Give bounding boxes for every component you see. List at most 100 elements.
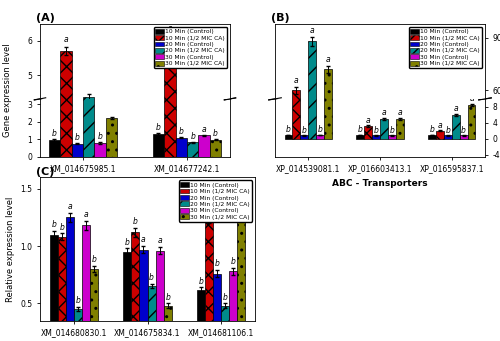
Text: (C): (C) <box>36 166 54 177</box>
Bar <box>221 306 229 341</box>
Bar <box>324 69 332 195</box>
Text: a: a <box>68 202 72 211</box>
Legend: 10 Min (Control), 10 Min (1/2 MIC CA), 20 Min (Control), 20 Min (1/2 MIC CA), 30: 10 Min (Control), 10 Min (1/2 MIC CA), 2… <box>154 27 227 68</box>
Bar <box>152 201 164 246</box>
Bar <box>436 131 444 139</box>
Bar <box>72 220 83 246</box>
Bar <box>198 204 210 246</box>
Legend: 10 Min (Control), 10 Min (1/2 MIC CA), 20 Min (Control), 20 Min (1/2 MIC CA), 30: 10 Min (Control), 10 Min (1/2 MIC CA), 2… <box>178 180 252 222</box>
Text: b: b <box>156 123 161 132</box>
Bar <box>396 119 404 139</box>
Bar <box>148 286 156 341</box>
Bar <box>380 186 388 195</box>
Bar <box>164 39 175 246</box>
Text: a: a <box>398 108 402 117</box>
Bar <box>308 41 316 195</box>
Bar <box>372 193 380 195</box>
Text: b: b <box>286 125 291 134</box>
Bar <box>396 186 404 195</box>
Bar <box>468 180 475 195</box>
Y-axis label: Relative expression level: Relative expression level <box>6 196 15 302</box>
Text: a: a <box>168 24 172 33</box>
Text: a: a <box>366 116 370 125</box>
Text: b: b <box>446 125 450 134</box>
Bar <box>58 237 66 341</box>
Text: a: a <box>310 26 314 35</box>
Bar <box>132 232 140 341</box>
Text: (A): (A) <box>36 13 55 23</box>
Bar <box>324 0 332 139</box>
Bar <box>83 97 94 246</box>
Text: b: b <box>374 125 378 134</box>
Bar <box>300 135 308 139</box>
Bar <box>106 118 118 157</box>
Bar <box>316 135 324 139</box>
Text: b: b <box>166 293 170 302</box>
Bar <box>83 80 94 157</box>
Bar <box>94 143 106 157</box>
Text: a: a <box>206 203 211 212</box>
Text: b: b <box>52 130 57 138</box>
Bar <box>196 290 205 341</box>
Text: a: a <box>202 125 206 134</box>
Bar <box>124 252 132 341</box>
Text: a: a <box>438 121 442 130</box>
Bar <box>300 193 308 195</box>
Bar <box>72 144 83 157</box>
Bar <box>48 213 60 246</box>
Bar <box>468 105 475 139</box>
Bar <box>152 134 164 157</box>
Text: a: a <box>64 35 68 44</box>
Bar <box>364 189 372 195</box>
Bar <box>428 193 436 195</box>
Bar <box>460 135 468 139</box>
Text: a: a <box>294 76 298 85</box>
Bar <box>388 193 396 195</box>
Text: b: b <box>461 125 466 134</box>
Bar <box>237 198 245 341</box>
Text: a: a <box>382 108 386 117</box>
Bar <box>82 225 90 341</box>
Legend: 10 Min (Control), 10 Min (1/2 MIC CA), 20 Min (Control), 20 Min (1/2 MIC CA), 30: 10 Min (Control), 10 Min (1/2 MIC CA), 2… <box>408 27 482 68</box>
Text: Gene expression level: Gene expression level <box>3 44 12 137</box>
Text: b: b <box>230 257 235 266</box>
Text: b: b <box>92 255 96 264</box>
Text: b: b <box>133 217 138 226</box>
Bar <box>176 208 187 246</box>
Text: b: b <box>198 277 203 286</box>
Bar <box>388 135 396 139</box>
Bar <box>428 135 436 139</box>
Bar <box>205 219 213 341</box>
Bar <box>106 170 118 246</box>
Bar <box>187 218 198 246</box>
Bar <box>213 273 221 341</box>
Bar <box>436 191 444 195</box>
Text: b: b <box>52 220 57 229</box>
Text: b: b <box>358 125 362 134</box>
Text: b: b <box>75 133 80 142</box>
Text: a: a <box>141 235 146 244</box>
Text: b: b <box>318 125 322 134</box>
Bar <box>444 135 452 139</box>
Text: a: a <box>158 237 162 246</box>
Text: a: a <box>454 104 458 113</box>
Bar <box>292 0 300 139</box>
Text: (B): (B) <box>271 13 289 23</box>
Text: b: b <box>125 238 130 247</box>
Bar <box>292 90 300 195</box>
Bar <box>308 0 316 139</box>
Bar <box>66 218 74 341</box>
Bar <box>356 135 364 139</box>
Text: a: a <box>469 94 474 103</box>
Text: b: b <box>390 125 394 134</box>
Bar <box>74 309 82 341</box>
Bar <box>210 212 222 246</box>
Bar <box>156 251 164 341</box>
Bar <box>94 218 106 246</box>
Text: b: b <box>179 127 184 136</box>
Bar <box>50 235 58 341</box>
Bar <box>380 119 388 139</box>
Text: b: b <box>213 129 218 138</box>
Bar <box>356 193 364 195</box>
Bar <box>372 135 380 139</box>
